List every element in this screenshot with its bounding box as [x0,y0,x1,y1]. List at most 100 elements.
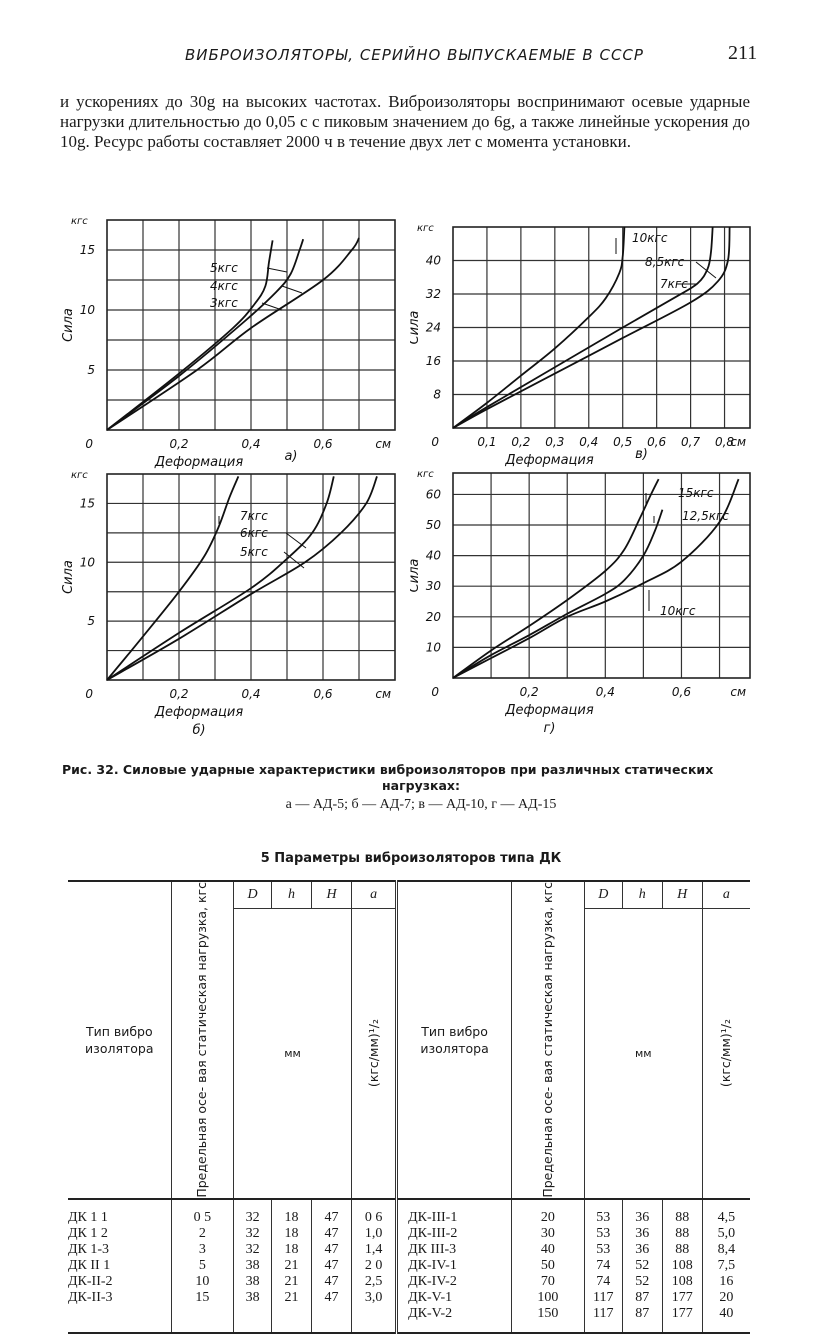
y-tick-label: 10 [426,640,442,654]
table-cell: 87 [635,1289,650,1305]
table-cell: 47 [324,1209,339,1225]
series-label: 7кгс [240,509,268,523]
y-tick-label: 30 [426,579,442,593]
table-cell: 2 [198,1225,206,1241]
table-cell: 53 [596,1241,611,1257]
col-H: 47 47 47 47 47 47 [311,1198,352,1333]
table-cell: ДК-IV-1 [408,1257,457,1273]
table-cell: 74 [596,1257,611,1273]
caption-line-2: нагрузках: [382,778,460,793]
y-tick-label: 5 [87,363,95,377]
table-cell: 18 [284,1241,299,1257]
header-a-unit-right: (кгс/мм)¹/₂ [701,908,750,1199]
series-leader-line [266,267,288,273]
header-D: D [233,880,272,909]
chart-g: 0,2 0,4 0,6 10 20 30 40 50 60 0 см кгс Деформация Сил… [410,469,751,736]
chart-a: 0,2 0,4 0,6 5 10 15 0 см кгс Деформация Сила а) 5кгс… [61,216,396,470]
table-cell: 20 [719,1289,734,1305]
table-cell: ДК 1-3 [68,1241,110,1257]
table-cell: 70 [540,1273,555,1289]
table-cell: 150 [537,1305,559,1321]
col-D-right: 53 53 53 74 74 117 117 [583,1198,623,1333]
x-tick-label: 0,8 [715,435,734,449]
series-label: 12,5кгс [682,509,729,523]
panel-label: г) [544,721,556,736]
series-label: 6кгс [240,526,268,540]
table-cell: 8,4 [717,1241,736,1257]
table-cell: ДК III-3 [408,1241,457,1257]
y-axis-label: Сила [61,560,76,594]
table-cell: 38 [245,1289,260,1305]
table-cell: 3,0 [364,1289,383,1305]
col-h: 18 18 18 21 21 21 [271,1198,312,1333]
header-h-right: h [621,880,663,909]
series-label: 10кгс [632,231,668,245]
header-type-right: Тип вибро изолятора [395,880,512,1199]
series-line [452,226,714,429]
x-unit-label: см [730,435,746,449]
y-unit-label: кгс [71,470,88,481]
x-tick-label: 0,6 [672,685,691,699]
series-line [106,240,274,431]
header-type: Тип вибро изолятора [68,880,172,1199]
x-tick-label: 0,6 [647,435,666,449]
table-cell: 177 [671,1289,693,1305]
col-H-right: 88 88 88 108 108 177 177 [661,1198,703,1333]
plot-frame [106,473,396,681]
table-cell: 5 [198,1257,206,1273]
table-cell: 21 [284,1289,299,1305]
table-cell: 38 [245,1257,260,1273]
series-line [106,476,240,681]
y-tick-label: 10 [80,555,96,569]
table-cell: 108 [671,1273,693,1289]
panel-label: в) [635,447,648,462]
table-cell: 18 [284,1209,299,1225]
x-tick-label: 0,7 [681,435,700,449]
x-tick-label: 0,2 [511,435,530,449]
y-tick-label: 16 [426,354,442,368]
series-line [106,476,335,681]
table-cell: 4,5 [717,1209,736,1225]
origin-label: 0 [431,435,439,449]
table-cell: ДК-IV-2 [408,1273,457,1289]
table-cell: 2,5 [364,1273,383,1289]
x-axis-label: Деформация [504,703,594,718]
table-cell: ДК-II-3 [68,1289,113,1305]
y-tick-label: 5 [87,614,95,628]
col-D: 32 32 32 38 38 38 [233,1198,272,1333]
table-cell: 87 [635,1305,650,1321]
figure-caption: Рис. 32. Силовые ударные характеристики … [62,762,780,813]
origin-label: 0 [431,685,439,699]
table-cell: 32 [245,1241,260,1257]
chart-b: 0,2 0,4 0,6 5 10 15 0 см кгс Деформация Сила б) 7кгс… [61,470,396,738]
header-load-right: Предельная осе- вая статическая нагрузка… [510,880,585,1199]
table-cell: 2 0 [364,1257,383,1273]
x-tick-label: 0,4 [241,437,260,451]
x-tick-label: 0,6 [313,437,332,451]
table-cell: 36 [635,1225,650,1241]
caption-line-3: а — АД-5; б — АД-7; в — АД-10, г — АД-15 [285,797,557,812]
x-tick-label: 0,5 [613,435,632,449]
table-cell: 40 [719,1305,734,1321]
table-cell: 1,4 [364,1241,383,1257]
series-line [106,238,305,431]
table-cell: 117 [593,1305,614,1321]
table-cell: ДК 1 2 [68,1225,108,1241]
header-mm-right: мм [583,908,703,1199]
table-cell: 21 [284,1257,299,1273]
series-line [452,226,731,429]
table-body-row: ДК 1 1 ДК 1 2 ДК 1-3 ДК II 1 ДК-II-2 ДК-II-3 … [68,1198,750,1333]
header-h: h [271,880,312,909]
series-leader-line [283,551,305,569]
table-cell: 5,0 [717,1225,736,1241]
table-cell: 40 [540,1241,555,1257]
series-leader-line [285,532,307,549]
page-number: 211 [728,42,758,64]
table-cell: ДК-V-1 [408,1289,453,1305]
table-cell: 47 [324,1289,339,1305]
table-cell: ДК II 1 [68,1257,111,1273]
y-tick-label: 50 [426,518,442,532]
y-unit-label: кгс [71,216,88,227]
y-tick-label: 40 [426,549,442,563]
table-cell: 30 [540,1225,555,1241]
